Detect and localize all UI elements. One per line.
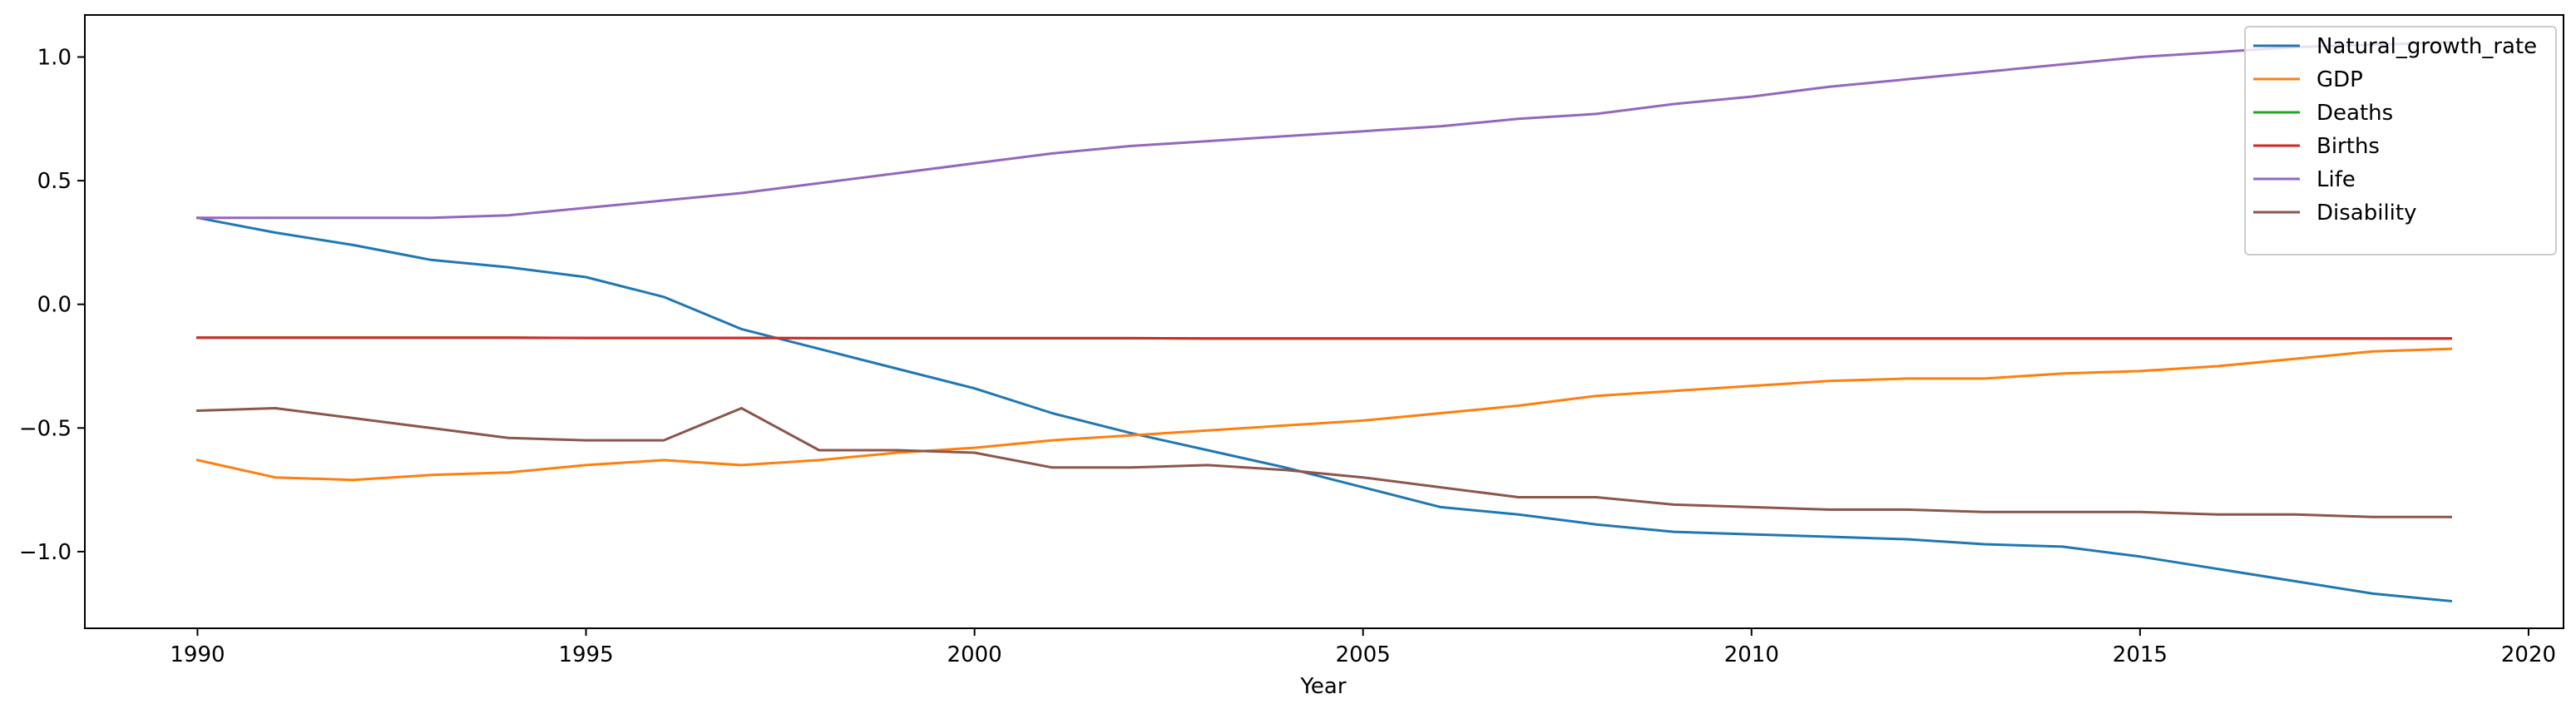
y-axis: −1.0 −0.5 0.0 0.5 1.0	[19, 46, 85, 565]
y-tick-label: −0.5	[19, 416, 72, 441]
legend-label-life: Life	[2316, 167, 2356, 192]
y-tick-label: −1.0	[19, 540, 72, 565]
series-line-disability	[195, 407, 2452, 518]
y-tick-label: 0.0	[37, 293, 72, 318]
x-tick-label: 2000	[947, 642, 1002, 667]
legend-label-natural-growth-rate: Natural_growth_rate	[2316, 34, 2537, 59]
legend-label-gdp: GDP	[2316, 67, 2363, 92]
legend: Natural_growth_rate GDP Deaths Births Life Di…	[2244, 26, 2557, 255]
series-line-life	[196, 41, 2453, 220]
legend-box	[2244, 26, 2557, 255]
plot-frame	[84, 14, 2564, 629]
legend-label-deaths: Deaths	[2316, 101, 2393, 126]
series-line-natural-growth-rate	[195, 216, 2453, 602]
x-tick-label: 2005	[1336, 642, 1391, 667]
x-tick-label: 1995	[558, 642, 613, 667]
x-axis: 1990 1995 2000 2005 2010 2015 2020	[170, 628, 2556, 667]
x-tick-label: 2015	[2113, 642, 2168, 667]
legend-label-births: Births	[2316, 134, 2380, 159]
x-tick-label: 2010	[1724, 642, 1779, 667]
x-tick-label: 2020	[2501, 642, 2556, 667]
plot-background	[85, 15, 2564, 628]
x-tick-label: 1990	[170, 642, 225, 667]
series-line-gdp	[195, 347, 2453, 482]
series-line-births	[196, 336, 2452, 340]
series-layer	[195, 41, 2453, 602]
x-axis-title: Year	[1299, 674, 1346, 699]
y-tick-label: 0.5	[37, 169, 72, 194]
legend-label-disability: Disability	[2316, 201, 2416, 226]
y-tick-label: 1.0	[37, 46, 72, 71]
